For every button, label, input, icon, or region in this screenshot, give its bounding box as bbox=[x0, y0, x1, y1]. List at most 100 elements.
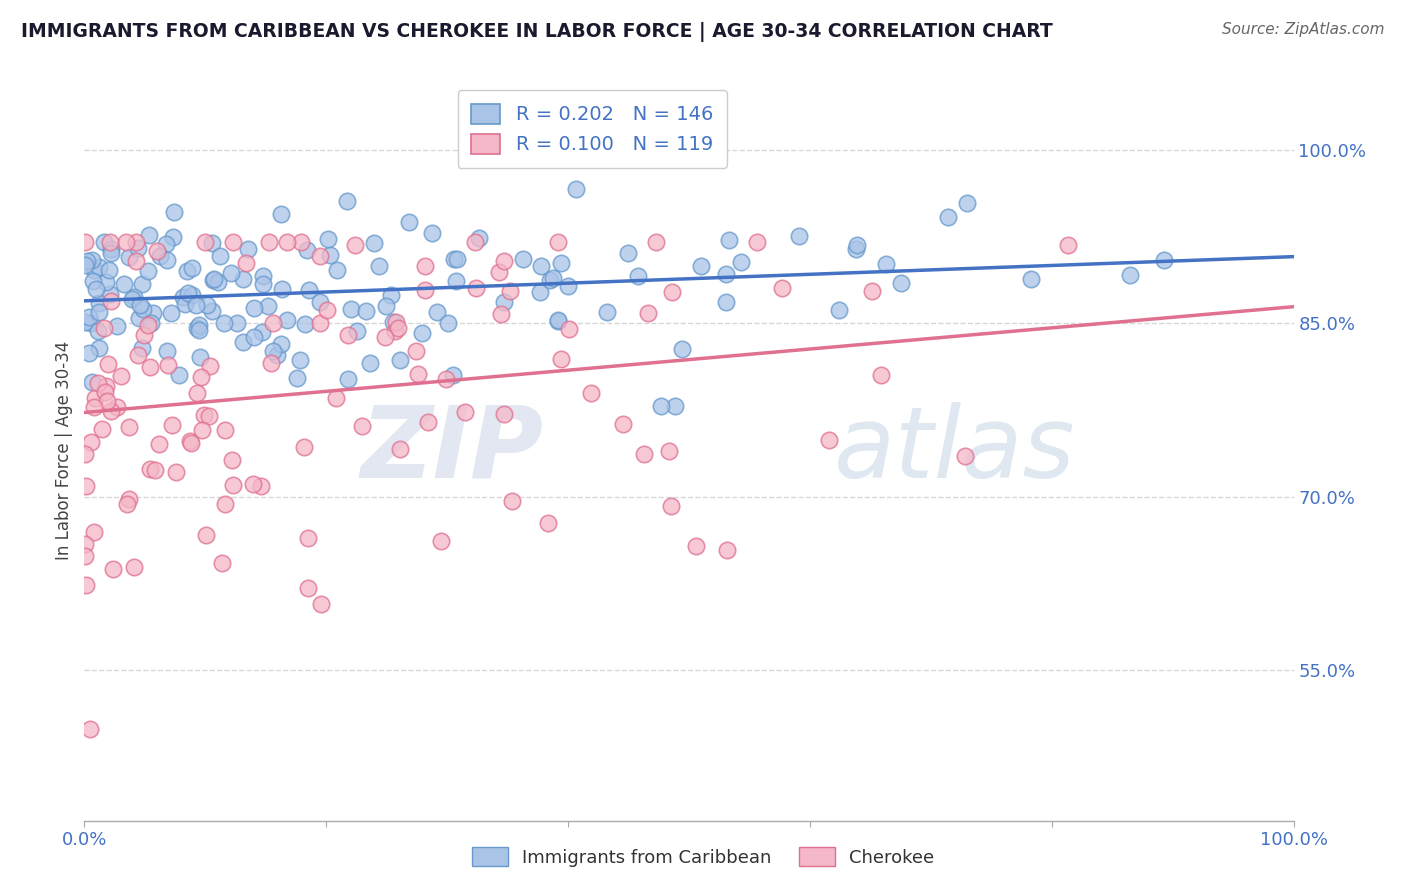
Point bbox=[131, 277, 153, 292]
Point bbox=[547, 235, 569, 250]
Point bbox=[297, 531, 319, 545]
Point bbox=[337, 328, 360, 343]
Point bbox=[492, 407, 515, 421]
Point bbox=[492, 294, 515, 309]
Point bbox=[499, 284, 522, 298]
Point bbox=[290, 235, 312, 250]
Point bbox=[550, 256, 572, 270]
Point bbox=[187, 323, 209, 337]
Point bbox=[389, 353, 412, 368]
Point bbox=[637, 306, 659, 320]
Point bbox=[79, 316, 101, 330]
Point bbox=[676, 148, 699, 162]
Point bbox=[160, 306, 183, 320]
Point bbox=[557, 279, 579, 293]
Point bbox=[420, 226, 443, 240]
Point bbox=[309, 249, 332, 263]
Point bbox=[214, 316, 236, 330]
Point bbox=[162, 229, 184, 244]
Point bbox=[167, 368, 190, 382]
Point bbox=[1057, 237, 1080, 252]
Point bbox=[148, 437, 170, 451]
Point bbox=[468, 230, 491, 244]
Point bbox=[100, 245, 122, 260]
Point bbox=[336, 372, 359, 386]
Point bbox=[87, 376, 110, 390]
Point bbox=[288, 352, 311, 367]
Point bbox=[529, 285, 551, 300]
Point bbox=[83, 401, 105, 415]
Point bbox=[148, 250, 170, 264]
Point bbox=[139, 360, 162, 375]
Point bbox=[658, 443, 681, 458]
Point bbox=[671, 343, 693, 357]
Point bbox=[387, 320, 409, 334]
Point bbox=[565, 182, 588, 196]
Point bbox=[644, 235, 666, 250]
Point bbox=[936, 210, 959, 224]
Point bbox=[316, 232, 339, 246]
Point bbox=[434, 372, 457, 386]
Point bbox=[464, 235, 486, 250]
Point bbox=[955, 449, 977, 463]
Point bbox=[125, 254, 148, 268]
Point bbox=[276, 312, 298, 326]
Point bbox=[73, 258, 96, 272]
Point bbox=[100, 404, 122, 418]
Point bbox=[201, 273, 224, 287]
Point bbox=[87, 305, 110, 319]
Point bbox=[180, 260, 202, 275]
Point bbox=[155, 343, 177, 358]
Point bbox=[489, 307, 512, 321]
Point bbox=[650, 399, 672, 413]
Point bbox=[75, 479, 97, 493]
Point bbox=[121, 292, 143, 306]
Point bbox=[235, 256, 257, 270]
Point bbox=[770, 281, 793, 295]
Point bbox=[138, 462, 160, 476]
Point bbox=[179, 434, 201, 448]
Point bbox=[250, 478, 273, 492]
Point bbox=[501, 493, 523, 508]
Legend: R = 0.202   N = 146, R = 0.100   N = 119: R = 0.202 N = 146, R = 0.100 N = 119 bbox=[457, 90, 727, 168]
Point bbox=[346, 324, 368, 338]
Point bbox=[541, 270, 564, 285]
Point bbox=[131, 342, 153, 356]
Point bbox=[537, 516, 560, 530]
Point bbox=[530, 259, 553, 273]
Point bbox=[105, 401, 128, 415]
Point bbox=[209, 249, 232, 263]
Point bbox=[89, 260, 111, 275]
Point bbox=[426, 305, 449, 319]
Point bbox=[340, 302, 363, 317]
Point bbox=[270, 206, 292, 220]
Point bbox=[380, 287, 402, 301]
Text: atlas: atlas bbox=[834, 402, 1076, 499]
Point bbox=[93, 384, 115, 399]
Point bbox=[222, 235, 245, 250]
Point bbox=[309, 316, 332, 330]
Point bbox=[827, 302, 849, 317]
Point bbox=[295, 244, 318, 258]
Point bbox=[222, 478, 245, 492]
Point bbox=[93, 321, 115, 335]
Point bbox=[177, 286, 200, 301]
Point bbox=[285, 370, 308, 384]
Point bbox=[93, 235, 115, 249]
Point bbox=[236, 242, 259, 256]
Point bbox=[714, 267, 737, 281]
Point bbox=[172, 290, 194, 304]
Point bbox=[716, 543, 738, 558]
Point bbox=[354, 304, 377, 318]
Point bbox=[319, 247, 342, 261]
Point bbox=[956, 195, 979, 210]
Point bbox=[860, 284, 883, 298]
Point bbox=[184, 298, 207, 312]
Point bbox=[1019, 271, 1042, 285]
Point bbox=[270, 282, 292, 296]
Point bbox=[193, 408, 215, 422]
Point bbox=[181, 288, 204, 302]
Point bbox=[80, 376, 103, 390]
Point bbox=[617, 246, 640, 260]
Point bbox=[112, 277, 135, 292]
